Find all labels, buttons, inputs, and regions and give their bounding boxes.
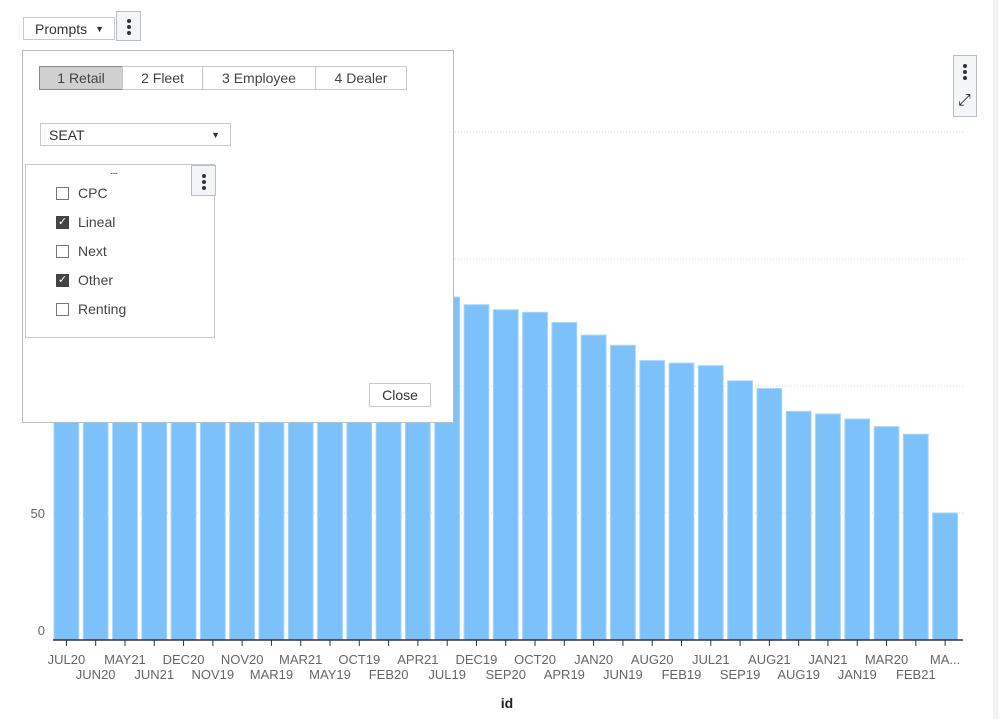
checkbox-unchecked-icon[interactable]	[56, 302, 69, 316]
checkbox-cpc[interactable]: CPC	[56, 185, 108, 201]
x-tick-label: APR21	[397, 652, 438, 667]
x-tick-label: NOV20	[221, 652, 264, 667]
bar	[522, 311, 548, 641]
x-tick-label: JUN19	[603, 667, 643, 682]
bar	[580, 334, 607, 641]
x-tick-label: JAN19	[838, 667, 877, 682]
x-tick-label: FEB19	[662, 667, 702, 682]
segment-tabs: 1 Retail 2 Fleet 3 Employee 4 Dealer	[39, 66, 407, 90]
tab-fleet[interactable]: 2 Fleet	[122, 66, 203, 90]
bar	[785, 410, 812, 641]
brand-select-value: SEAT	[49, 127, 85, 143]
checkbox-unchecked-icon[interactable]	[56, 186, 69, 200]
checklist-more-menu-button[interactable]	[191, 165, 216, 196]
checkbox-lineal[interactable]: ✓ Lineal	[56, 214, 115, 230]
right-edge-strip	[993, 0, 999, 719]
prompts-panel: 1 Retail 2 Fleet 3 Employee 4 Dealer SEA…	[22, 50, 454, 423]
x-tick-label: DEC20	[163, 652, 205, 667]
drag-handle-icon[interactable]: ....	[110, 166, 118, 177]
x-tick-label: MAR21	[279, 652, 322, 667]
prompts-more-menu-button[interactable]	[116, 11, 141, 41]
bar	[932, 512, 958, 641]
x-tick-label: DEC19	[455, 652, 497, 667]
x-tick-label: AUG21	[748, 652, 791, 667]
x-axis-title: id	[501, 695, 513, 711]
bar	[463, 304, 490, 641]
x-tick-label: JUL20	[48, 652, 86, 667]
x-tick-label: MAY19	[309, 667, 351, 682]
x-tick-label: MAY21	[104, 652, 146, 667]
x-tick-label: JAN20	[574, 652, 613, 667]
chart-tools: ⤢	[953, 55, 977, 117]
x-tick-label: JUL21	[692, 652, 730, 667]
channel-checklist: .... CPC ✓ Lineal Next ✓ Other Renting	[25, 164, 216, 338]
bar	[844, 418, 871, 641]
x-tick-label: OCT20	[514, 652, 556, 667]
x-tick-label: NOV19	[192, 667, 235, 682]
x-tick-label: JUL19	[428, 667, 466, 682]
kebab-icon	[126, 19, 131, 23]
x-tick-label: SEP19	[720, 667, 760, 682]
checkbox-next[interactable]: Next	[56, 243, 107, 259]
checkbox-label: Next	[78, 243, 107, 259]
bar	[639, 360, 666, 641]
tab-dealer[interactable]: 4 Dealer	[315, 66, 407, 90]
checkbox-label: Renting	[78, 301, 127, 317]
tab-employee[interactable]: 3 Employee	[202, 66, 316, 90]
x-tick-label: SEP20	[486, 667, 526, 682]
x-tick-label: AUG20	[631, 652, 674, 667]
close-button[interactable]: Close	[369, 383, 431, 407]
bar	[873, 426, 900, 641]
bar	[492, 309, 519, 641]
x-tick-label: MA...	[930, 652, 960, 667]
x-tick-label: MAR19	[250, 667, 293, 682]
bar	[727, 380, 753, 641]
bar	[668, 362, 695, 641]
checkbox-label: Other	[78, 272, 114, 288]
x-tick-label: JUN20	[76, 667, 116, 682]
brand-select[interactable]: SEAT ▼	[40, 123, 231, 146]
chart-more-menu-button[interactable]: ⤢	[953, 55, 977, 117]
bar	[610, 344, 636, 641]
y-tick-label: 50	[31, 506, 45, 521]
x-tick-label: AUG19	[777, 667, 820, 682]
checkbox-label: Lineal	[78, 214, 116, 230]
checkbox-checked-icon[interactable]: ✓	[56, 273, 69, 287]
prompts-label: Prompts	[35, 21, 88, 37]
caret-down-icon: ▼	[95, 24, 105, 34]
bar	[697, 365, 724, 641]
prompts-dropdown-button[interactable]: Prompts ▼	[23, 17, 115, 40]
y-tick-label: 0	[38, 623, 45, 638]
x-tick-label: JUN21	[134, 667, 174, 682]
x-tick-label: JAN21	[808, 652, 847, 667]
checkbox-unchecked-icon[interactable]	[56, 244, 69, 258]
x-tick-label: APR19	[544, 667, 585, 682]
checkbox-label: CPC	[78, 185, 108, 201]
kebab-icon	[963, 64, 967, 68]
bar	[551, 322, 578, 641]
bar	[756, 388, 783, 641]
x-tick-label: OCT19	[338, 652, 380, 667]
x-tick-label: FEB21	[896, 667, 936, 682]
checkbox-checked-icon[interactable]: ✓	[56, 215, 69, 229]
checkbox-renting[interactable]: Renting	[56, 301, 126, 317]
bar	[902, 433, 929, 641]
bar	[815, 413, 841, 641]
checkbox-other[interactable]: ✓ Other	[56, 272, 113, 288]
kebab-icon	[201, 174, 206, 178]
tab-retail[interactable]: 1 Retail	[39, 66, 123, 90]
x-tick-label: FEB20	[369, 667, 409, 682]
caret-down-icon: ▼	[211, 130, 220, 140]
x-tick-label: MAR20	[865, 652, 908, 667]
maximize-icon[interactable]: ⤢	[958, 92, 971, 109]
